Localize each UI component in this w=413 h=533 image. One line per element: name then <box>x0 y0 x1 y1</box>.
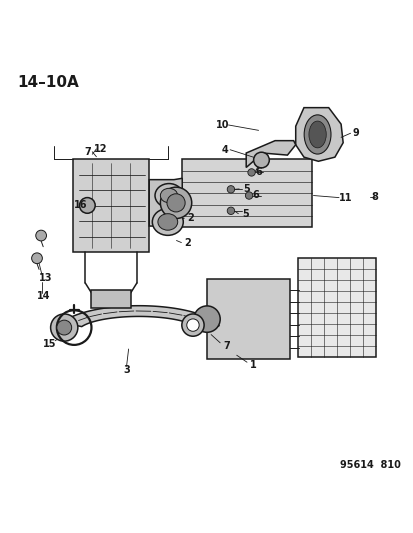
Text: 1: 1 <box>249 360 256 370</box>
Polygon shape <box>295 108 342 161</box>
Circle shape <box>186 319 199 332</box>
Text: 6: 6 <box>255 167 262 176</box>
Text: 2: 2 <box>183 238 190 247</box>
Text: 95614  810: 95614 810 <box>339 459 400 470</box>
Polygon shape <box>62 306 219 328</box>
Text: 3: 3 <box>123 366 130 375</box>
Text: 15: 15 <box>43 339 56 349</box>
Text: 6: 6 <box>252 190 259 200</box>
FancyBboxPatch shape <box>73 159 149 252</box>
FancyBboxPatch shape <box>206 279 289 359</box>
Circle shape <box>227 185 234 193</box>
Ellipse shape <box>152 208 183 236</box>
Text: 11: 11 <box>338 192 351 203</box>
Ellipse shape <box>308 121 325 148</box>
Circle shape <box>36 230 46 241</box>
Text: 14–10A: 14–10A <box>17 75 79 90</box>
Circle shape <box>181 314 204 336</box>
Circle shape <box>57 320 71 335</box>
Text: 8: 8 <box>370 192 377 202</box>
Ellipse shape <box>157 214 177 230</box>
Text: 14: 14 <box>36 291 50 301</box>
FancyBboxPatch shape <box>182 159 311 227</box>
Text: 13: 13 <box>38 273 52 283</box>
Circle shape <box>166 194 185 212</box>
Text: 16: 16 <box>74 200 87 211</box>
Text: 2: 2 <box>187 213 193 223</box>
Ellipse shape <box>160 188 177 203</box>
Circle shape <box>245 192 252 199</box>
Circle shape <box>31 253 42 264</box>
Text: 9: 9 <box>352 128 359 138</box>
Circle shape <box>247 169 255 176</box>
Polygon shape <box>149 178 182 226</box>
Text: 4: 4 <box>221 145 228 155</box>
FancyBboxPatch shape <box>297 259 375 357</box>
Circle shape <box>50 314 78 341</box>
Text: 5: 5 <box>242 209 249 219</box>
Circle shape <box>193 306 220 332</box>
Text: 7: 7 <box>223 341 229 351</box>
Polygon shape <box>246 141 295 167</box>
Text: 12: 12 <box>94 144 107 154</box>
Text: 5: 5 <box>242 184 249 194</box>
Text: 10: 10 <box>215 120 228 130</box>
Text: 7: 7 <box>84 147 90 157</box>
FancyBboxPatch shape <box>91 290 131 308</box>
Ellipse shape <box>154 183 183 207</box>
Circle shape <box>160 187 191 219</box>
Circle shape <box>79 198 95 213</box>
Circle shape <box>253 152 268 168</box>
Ellipse shape <box>304 115 330 154</box>
Circle shape <box>227 207 234 214</box>
